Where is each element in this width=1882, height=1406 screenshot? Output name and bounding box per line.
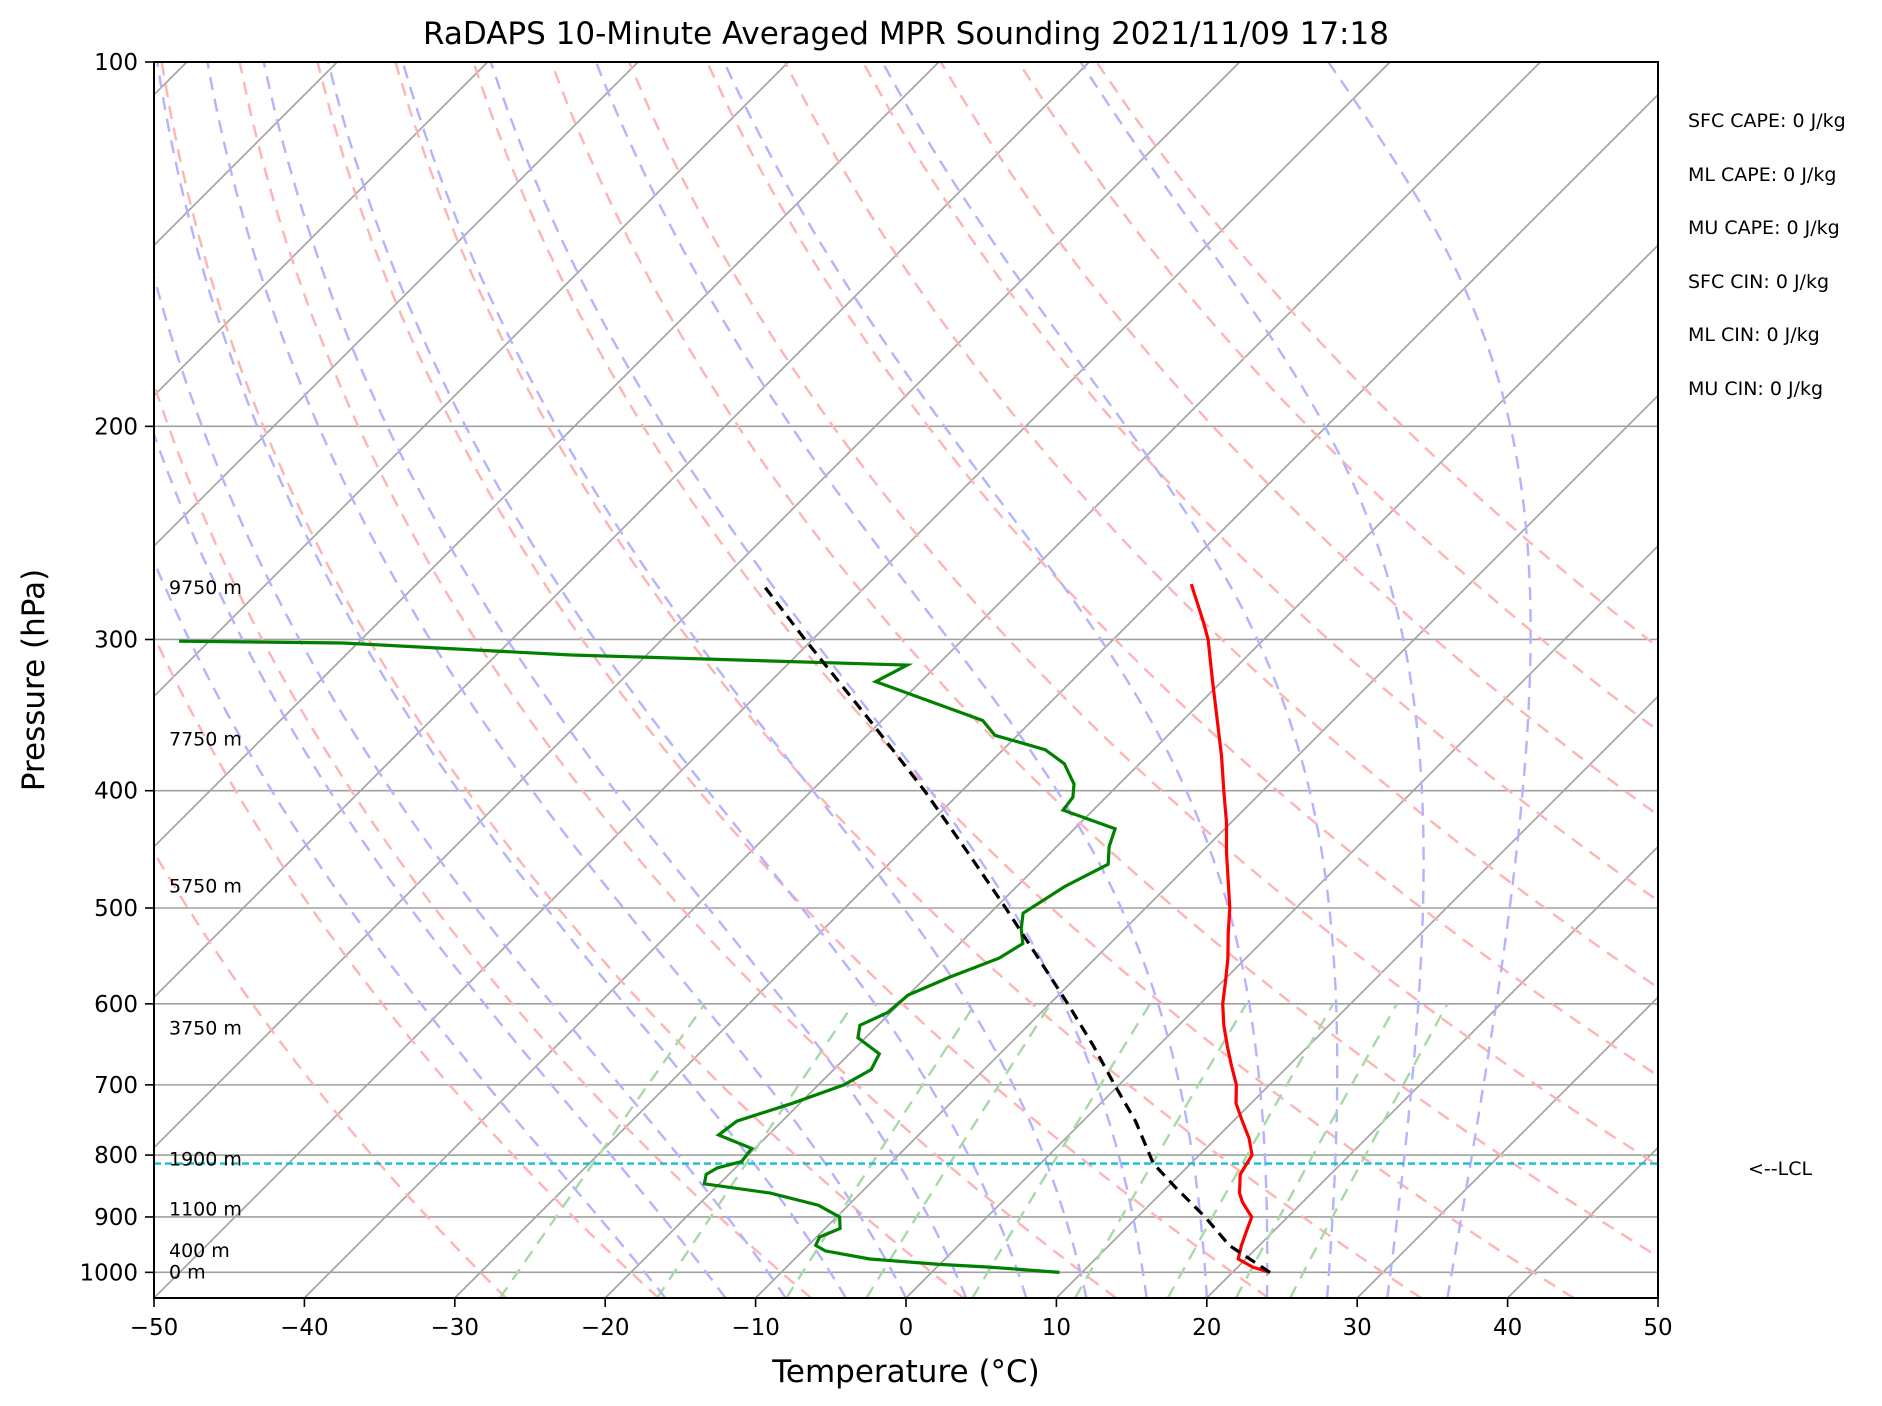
isotherm-line [604, 244, 1658, 1298]
dry-adiabat [1017, 62, 1658, 733]
moist-adiabat [1327, 62, 1532, 1298]
y-tick-label: 700 [94, 1073, 138, 1099]
height-label: 400 m [169, 1240, 230, 1262]
y-axis-label: Pressure (hPa) [16, 569, 52, 791]
x-tick-label: −40 [280, 1315, 329, 1341]
y-tick-label: 200 [94, 414, 138, 440]
mixing-ratio-line [498, 1003, 706, 1298]
index-ml-cin: ML CIN: 0 J/kg [1688, 324, 1820, 346]
dry-adiabat [705, 62, 1658, 1078]
isotherm-line [154, 62, 789, 698]
isotherm-line [154, 62, 1241, 1149]
chart-title: RaDAPS 10-Minute Averaged MPR Sounding 2… [423, 16, 1389, 52]
parcel-line [761, 583, 1271, 1274]
mixing-ratio-line [971, 1003, 1152, 1298]
y-tick-label: 300 [94, 627, 138, 653]
height-label: 1900 m [169, 1149, 242, 1171]
isotherm-line [454, 93, 1658, 1298]
height-label: 1100 m [169, 1198, 242, 1220]
moist-adiabat [881, 62, 1339, 1298]
y-tick-label: 100 [94, 50, 138, 76]
dry-adiabat [154, 849, 507, 1298]
isotherm-line [303, 62, 1541, 1298]
mixing-ratio-line [1289, 1003, 1449, 1298]
height-label: 0 m [169, 1261, 206, 1283]
moist-adiabat [154, 271, 787, 1298]
dry-adiabat [627, 62, 1658, 1167]
index-sfc-cape: SFC CAPE: 0 J/kg [1688, 110, 1846, 132]
isotherm-line [1657, 1296, 1658, 1298]
isotherm-line [154, 62, 489, 397]
dry-adiabat [550, 62, 1658, 1259]
height-label: 5750 m [169, 876, 242, 898]
y-tick-label: 900 [94, 1205, 138, 1231]
dewpoint-line [179, 639, 1118, 1274]
moist-adiabat [1079, 62, 1425, 1298]
mixing-ratio-line [1166, 1003, 1335, 1298]
isotherm-line [154, 62, 1391, 1298]
x-tick-label: 30 [1343, 1315, 1372, 1341]
y-tick-label: 400 [94, 779, 138, 805]
mixing-ratio-line [865, 1003, 1052, 1298]
mixing-ratio-line [1234, 1003, 1398, 1298]
y-tick-label: 800 [94, 1143, 138, 1169]
isotherm-line [1055, 695, 1658, 1298]
moist-adiabat [154, 558, 667, 1298]
x-tick-label: 0 [899, 1315, 914, 1341]
x-tick-label: 40 [1493, 1315, 1522, 1341]
x-tick-label: 50 [1643, 1315, 1672, 1341]
y-tick-label: 600 [94, 992, 138, 1018]
y-tick-label: 500 [94, 896, 138, 922]
isotherm-line [154, 62, 940, 848]
y-tick-label: 1000 [79, 1260, 138, 1286]
dry-adiabat [783, 62, 1658, 990]
dry-adiabat [861, 62, 1658, 903]
moist-adiabat [722, 62, 1269, 1298]
moist-adiabat [401, 62, 1088, 1298]
dry-adiabat [1095, 62, 1658, 649]
dry-adiabat [394, 62, 1422, 1298]
moist-adiabat [206, 62, 908, 1298]
x-tick-label: −30 [431, 1315, 480, 1341]
isotherm-line [905, 544, 1658, 1298]
mixing-ratio-line [1074, 1003, 1248, 1298]
lcl-label: <--LCL [1748, 1158, 1813, 1180]
isotherm-line [1206, 845, 1658, 1298]
isotherm-line [154, 62, 639, 548]
dry-adiabat [238, 62, 1117, 1298]
x-axis-label: Temperature (°C) [771, 1354, 1040, 1390]
height-label: 3750 m [169, 1018, 242, 1040]
moist-adiabat [594, 62, 1208, 1298]
isotherm-line [1507, 1146, 1658, 1298]
dry-adiabat [154, 633, 660, 1298]
index-mu-cape: MU CAPE: 0 J/kg [1688, 217, 1840, 239]
x-tick-label: 10 [1042, 1315, 1071, 1341]
isotherm-line [1356, 996, 1658, 1298]
x-tick-label: −50 [130, 1315, 179, 1341]
isotherm-line [755, 394, 1658, 1298]
moist-adiabat [154, 430, 727, 1298]
moist-adiabat [156, 62, 847, 1298]
temperature-line [1189, 583, 1271, 1274]
dry-adiabat [939, 62, 1658, 817]
moist-adiabat [326, 62, 1028, 1298]
x-tick-label: −10 [731, 1315, 780, 1341]
x-tick-label: −20 [581, 1315, 630, 1341]
mixing-ratio-line [656, 1003, 855, 1298]
index-sfc-cin: SFC CIN: 0 J/kg [1688, 271, 1830, 293]
mixing-ratio-line [785, 1003, 977, 1298]
x-tick-label: 20 [1192, 1315, 1221, 1341]
index-ml-cape: ML CAPE: 0 J/kg [1688, 164, 1837, 186]
height-label: 7750 m [169, 729, 242, 751]
dry-adiabat [160, 62, 965, 1298]
index-mu-cin: MU CIN: 0 J/kg [1688, 378, 1824, 400]
dry-adiabat [472, 62, 1575, 1298]
height-label: 9750 m [169, 577, 242, 599]
moist-adiabat [262, 62, 968, 1298]
dry-adiabat [154, 380, 812, 1298]
isotherm-line [154, 62, 1090, 999]
